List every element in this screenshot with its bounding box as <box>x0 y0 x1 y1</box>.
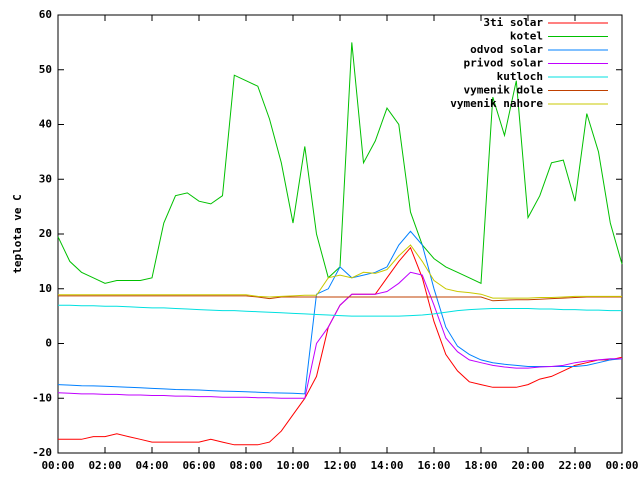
y-tick-label: -10 <box>32 391 52 404</box>
x-tick-label: 06:00 <box>182 459 215 472</box>
x-tick-label: 14:00 <box>370 459 403 472</box>
series-line <box>58 244 622 299</box>
y-tick-label: 40 <box>39 118 52 131</box>
y-tick-label: -20 <box>32 446 52 459</box>
series-line <box>58 304 622 317</box>
x-tick-label: 20:00 <box>511 459 544 472</box>
y-tick-label: 60 <box>39 8 52 21</box>
legend-label: odvod solar <box>470 43 543 56</box>
x-tick-label: 00:00 <box>41 459 74 472</box>
series-line <box>57 230 623 395</box>
y-tick-label: 0 <box>45 337 52 350</box>
x-tick-label: 00:00 <box>605 459 638 472</box>
x-tick-label: 04:00 <box>135 459 168 472</box>
legend-label: kotel <box>510 30 543 43</box>
series-line <box>58 295 622 302</box>
x-tick-label: 12:00 <box>323 459 356 472</box>
x-tick-label: 02:00 <box>88 459 121 472</box>
x-tick-label: 10:00 <box>276 459 309 472</box>
legend-label: 3ti solar <box>483 16 543 29</box>
x-tick-label: 08:00 <box>229 459 262 472</box>
legend-label: vymenik dole <box>464 84 544 97</box>
y-axis-label: teplota ve C <box>11 194 24 273</box>
legend-label: privod solar <box>464 57 544 70</box>
y-tick-label: 10 <box>39 282 52 295</box>
x-tick-label: 18:00 <box>464 459 497 472</box>
y-tick-label: 20 <box>39 227 52 240</box>
x-tick-label: 16:00 <box>417 459 450 472</box>
y-tick-label: 30 <box>39 172 52 185</box>
series-line <box>57 271 622 399</box>
legend-label: kutloch <box>497 70 543 83</box>
series-line <box>58 246 623 446</box>
x-tick-label: 22:00 <box>558 459 591 472</box>
legend-label: vymenik nahore <box>450 97 543 110</box>
y-tick-label: 50 <box>39 63 52 76</box>
